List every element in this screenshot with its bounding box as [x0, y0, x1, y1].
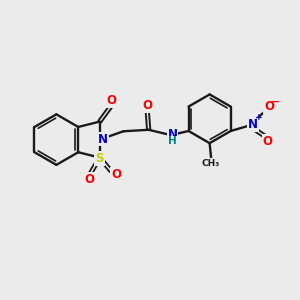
Text: H: H: [168, 136, 177, 146]
Text: N: N: [167, 128, 178, 141]
Text: S: S: [95, 152, 104, 165]
Text: N: N: [248, 118, 258, 130]
Text: O: O: [142, 99, 152, 112]
Text: N: N: [98, 133, 108, 146]
Text: CH₃: CH₃: [202, 159, 220, 168]
Text: −: −: [271, 97, 280, 107]
Text: +: +: [256, 113, 263, 122]
Text: O: O: [106, 94, 116, 107]
Text: O: O: [111, 168, 121, 181]
Text: O: O: [264, 100, 274, 113]
Text: O: O: [85, 173, 94, 186]
Text: O: O: [262, 135, 273, 148]
